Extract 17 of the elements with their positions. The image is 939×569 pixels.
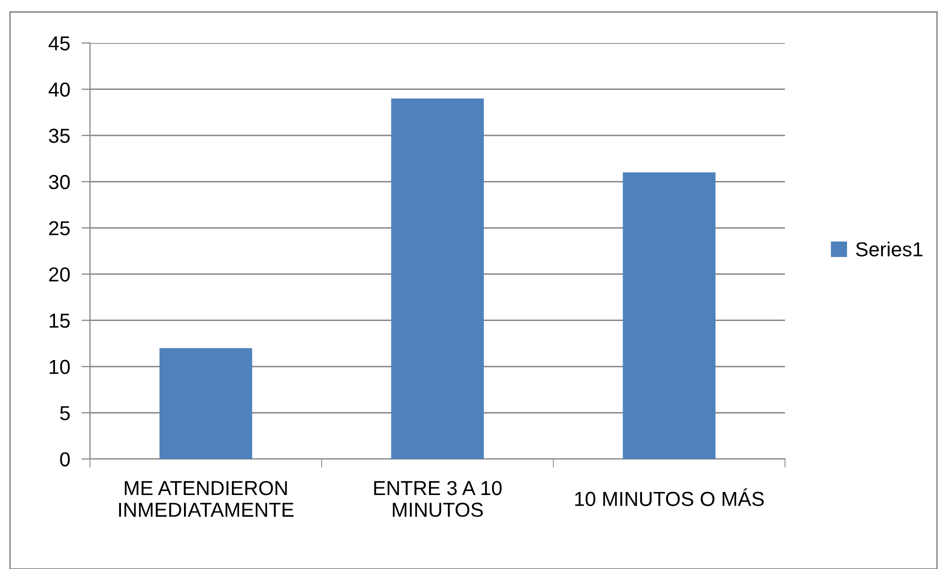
y-tick-label: 40: [48, 82, 70, 97]
y-tick-label: 10: [50, 360, 70, 374]
y-tick-label: 35: [48, 128, 70, 143]
bar: [622, 172, 716, 459]
x-tick-label: 10 MINUTOS O MÁS: [575, 488, 764, 506]
x-tick-label: ENTRE 3 A 10 MINUTOS: [374, 480, 502, 517]
y-tick-label: 20: [49, 267, 70, 282]
y-tick-label: 30: [48, 174, 70, 190]
y-tick-label: 45: [48, 36, 70, 50]
bar: [160, 348, 252, 459]
y-tick-label: 5: [60, 406, 70, 420]
y-tick-label: 0: [60, 452, 70, 466]
bar: [391, 98, 484, 459]
x-tick-label: ME ATENDIERON INMEDIATAMENTE: [119, 480, 294, 517]
legend-label: Series1: [856, 242, 922, 256]
y-tick-label: 15: [50, 314, 70, 328]
y-tick-label: 25: [49, 221, 70, 236]
